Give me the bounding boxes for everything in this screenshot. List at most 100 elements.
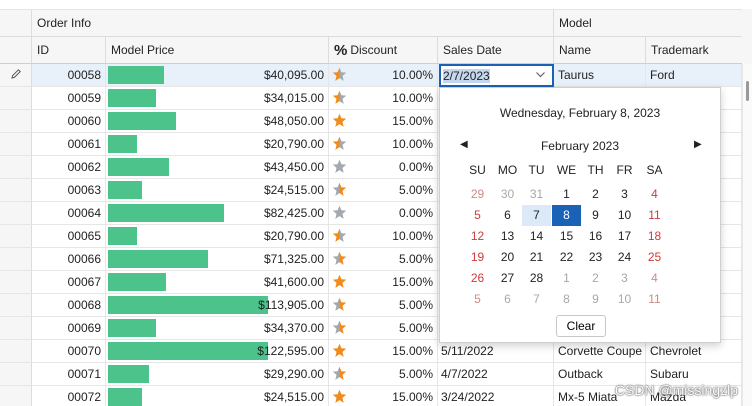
table-row[interactable]: 00072 $24,515.00 15.00% 3/24/2022 Mx-5 Miata… (0, 386, 742, 406)
cell-trademark[interactable]: Ford (646, 64, 742, 86)
cell-id[interactable]: 00061 (32, 133, 106, 155)
calendar-day[interactable]: 8 (552, 205, 581, 226)
calendar-day[interactable]: 6 (504, 208, 511, 222)
calendar-day[interactable]: 21 (529, 250, 544, 264)
calendar-day[interactable]: 11 (648, 292, 661, 306)
cell-model-price[interactable]: $20,790.00 (106, 225, 329, 247)
row-header[interactable] (0, 133, 32, 155)
cell-sales-date[interactable]: 3/24/2022 (438, 386, 554, 406)
calendar-day[interactable]: 11 (648, 208, 661, 222)
table-row[interactable]: 00066 $71,325.00 5.00% (0, 248, 742, 271)
cell-model-price[interactable]: $20,790.00 (106, 133, 329, 155)
row-header[interactable] (0, 179, 32, 201)
column-header-id[interactable]: ID (32, 37, 106, 63)
row-header[interactable] (0, 87, 32, 109)
calendar-day[interactable]: 31 (529, 187, 544, 201)
cell-model-price[interactable]: $43,450.00 (106, 156, 329, 178)
cell-trademark[interactable] (646, 156, 742, 178)
calendar-day[interactable]: 29 (470, 187, 485, 201)
cell-discount[interactable]: 15.00% (329, 110, 438, 132)
cell-discount[interactable]: 10.00% (329, 225, 438, 247)
cell-model-price[interactable]: $40,095.00 (106, 64, 329, 86)
table-row[interactable]: 00058 $40,095.00 10.00% Taurus Ford (0, 64, 742, 87)
cell-model-price[interactable]: $113,905.00 (106, 294, 329, 316)
calendar-day[interactable]: 7 (533, 292, 540, 306)
cell-model-price[interactable]: $24,515.00 (106, 179, 329, 201)
cell-id[interactable]: 00059 (32, 87, 106, 109)
cell-trademark[interactable] (646, 202, 742, 224)
cell-model-price[interactable]: $34,370.00 (106, 317, 329, 339)
row-header[interactable] (0, 340, 32, 362)
cell-trademark[interactable]: Subaru (646, 363, 742, 385)
cell-name[interactable]: Taurus (554, 64, 646, 86)
calendar-day[interactable]: 6 (504, 292, 511, 306)
row-header[interactable] (0, 202, 32, 224)
cell-discount[interactable]: 5.00% (329, 317, 438, 339)
table-row[interactable]: 00060 $48,050.00 15.00% (0, 110, 742, 133)
cell-id[interactable]: 00071 (32, 363, 106, 385)
scrollbar-thumb[interactable] (746, 81, 749, 101)
calendar-day[interactable]: 14 (529, 229, 544, 243)
calendar-day[interactable]: 22 (559, 250, 574, 264)
row-header[interactable] (0, 271, 32, 293)
previous-month-icon[interactable]: ◀ (460, 139, 468, 150)
calendar-day[interactable]: 4 (651, 271, 658, 285)
calendar-month-label[interactable]: February 2023 (540, 139, 620, 153)
cell-id[interactable]: 00065 (32, 225, 106, 247)
cell-model-price[interactable]: $48,050.00 (106, 110, 329, 132)
cell-id[interactable]: 00068 (32, 294, 106, 316)
cell-model-price[interactable]: $29,290.00 (106, 363, 329, 385)
cell-trademark[interactable] (646, 317, 742, 339)
calendar-day[interactable]: 17 (617, 229, 632, 243)
calendar-day[interactable]: 1 (563, 187, 570, 201)
cell-discount[interactable]: 5.00% (329, 179, 438, 201)
row-header[interactable] (0, 248, 32, 270)
calendar-day[interactable]: 3 (621, 187, 628, 201)
calendar-day[interactable]: 15 (559, 229, 574, 243)
band-order-info[interactable]: Order Info (32, 10, 554, 36)
calendar-day[interactable]: 13 (500, 229, 515, 243)
column-header-name[interactable]: Name (554, 37, 646, 63)
calendar-day[interactable]: 23 (588, 250, 603, 264)
cell-id[interactable]: 00069 (32, 317, 106, 339)
calendar-day[interactable]: 24 (617, 250, 632, 264)
calendar-day[interactable]: 9 (592, 208, 599, 222)
calendar-day[interactable]: 10 (617, 208, 632, 222)
cell-discount[interactable]: 15.00% (329, 271, 438, 293)
cell-discount[interactable]: 0.00% (329, 156, 438, 178)
cell-discount[interactable]: 10.00% (329, 64, 438, 86)
cell-discount[interactable]: 15.00% (329, 340, 438, 362)
table-row[interactable]: 00068 $113,905.00 5.00% (0, 294, 742, 317)
cell-trademark[interactable] (646, 225, 742, 247)
cell-name[interactable]: Outback (554, 363, 646, 385)
table-row[interactable]: 00064 $82,425.00 0.00% (0, 202, 742, 225)
table-row[interactable]: 00061 $20,790.00 10.00% (0, 133, 742, 156)
sales-date-editor-value[interactable]: 2/7/2023 (443, 68, 490, 83)
cell-id[interactable]: 00063 (32, 179, 106, 201)
table-row[interactable]: 00062 $43,450.00 0.00% (0, 156, 742, 179)
cell-model-price[interactable]: $122,595.00 (106, 340, 329, 362)
cell-trademark[interactable] (646, 248, 742, 270)
calendar-day[interactable]: 9 (592, 292, 599, 306)
table-row[interactable]: 00070 $122,595.00 15.00% 5/11/2022 Corvette … (0, 340, 742, 363)
column-header-discount[interactable]: % Discount (329, 37, 438, 63)
calendar-day[interactable]: 26 (470, 271, 485, 285)
band-model[interactable]: Model (554, 10, 742, 36)
cell-trademark[interactable]: Mazda (646, 386, 742, 406)
cell-model-price[interactable]: $82,425.00 (106, 202, 329, 224)
cell-id[interactable]: 00067 (32, 271, 106, 293)
row-header[interactable] (0, 156, 32, 178)
cell-model-price[interactable]: $24,515.00 (106, 386, 329, 406)
cell-model-price[interactable]: $41,600.00 (106, 271, 329, 293)
row-header[interactable] (0, 64, 32, 86)
table-row[interactable]: 00071 $29,290.00 5.00% 4/7/2022 Outback Subar… (0, 363, 742, 386)
cell-discount[interactable]: 5.00% (329, 294, 438, 316)
calendar-day[interactable]: 28 (529, 271, 544, 285)
table-row[interactable]: 00067 $41,600.00 15.00% (0, 271, 742, 294)
cell-id[interactable]: 00058 (32, 64, 106, 86)
column-header-model-price[interactable]: Model Price (106, 37, 329, 63)
row-header[interactable] (0, 110, 32, 132)
calendar-day[interactable]: 2 (592, 271, 599, 285)
cell-model-price[interactable]: $71,325.00 (106, 248, 329, 270)
cell-sales-date[interactable]: 4/7/2022 (438, 363, 554, 385)
